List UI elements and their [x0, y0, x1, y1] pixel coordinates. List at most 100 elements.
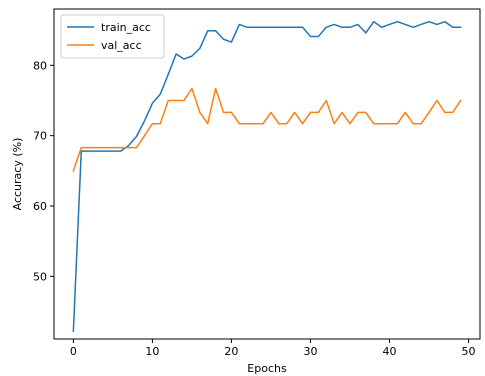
y-axis-label: Accuracy (%) [11, 138, 24, 211]
data-point-train-acc [112, 150, 114, 152]
data-point-train-acc [428, 21, 430, 23]
data-point-train-acc [144, 120, 146, 122]
data-point-train-acc [325, 26, 327, 28]
data-point-val-acc [349, 123, 351, 125]
data-point-train-acc [341, 26, 343, 28]
series-line-train-acc [72, 20, 462, 333]
data-point-train-acc [239, 24, 241, 26]
data-point-val-acc [428, 112, 430, 114]
legend-box [60, 14, 165, 59]
data-point-train-acc [270, 26, 272, 28]
data-point-val-acc [460, 100, 462, 102]
data-point-val-acc [278, 123, 280, 125]
data-point-val-acc [302, 123, 304, 125]
data-point-train-acc [365, 32, 367, 34]
data-point-train-acc [262, 26, 264, 28]
data-point-val-acc [136, 147, 138, 149]
data-point-train-acc [405, 24, 407, 26]
data-point-train-acc [389, 24, 391, 26]
data-point-train-acc [318, 36, 320, 38]
data-point-val-acc [318, 112, 320, 114]
data-point-val-acc [341, 112, 343, 114]
data-point-train-acc [333, 24, 335, 26]
data-point-train-acc [73, 330, 75, 332]
data-point-train-acc [444, 21, 446, 23]
data-point-train-acc [310, 36, 312, 38]
data-point-val-acc [365, 112, 367, 114]
y-tick-label: 60 [33, 200, 47, 213]
y-tick-label: 50 [33, 270, 47, 283]
data-point-train-acc [278, 26, 280, 28]
data-point-val-acc [412, 123, 414, 125]
x-tick-label: 0 [70, 345, 77, 358]
data-point-val-acc [207, 123, 209, 125]
data-point-val-acc [96, 147, 98, 149]
y-axis: 50 60 70 80 [33, 59, 54, 283]
data-point-val-acc [112, 147, 114, 149]
data-point-val-acc [444, 112, 446, 114]
data-point-train-acc [215, 30, 217, 32]
data-point-val-acc [199, 112, 201, 114]
data-point-train-acc [96, 150, 98, 152]
data-point-val-acc [381, 123, 383, 125]
data-point-train-acc [120, 150, 122, 152]
data-point-val-acc [160, 123, 162, 125]
data-point-val-acc [333, 123, 335, 125]
data-point-val-acc [452, 112, 454, 114]
data-point-val-acc [175, 100, 177, 102]
x-tick-label: 30 [303, 345, 317, 358]
data-point-train-acc [207, 30, 209, 32]
plot-frame [53, 8, 481, 340]
data-point-val-acc [73, 170, 75, 172]
data-point-val-acc [120, 147, 122, 149]
data-point-train-acc [254, 26, 256, 28]
data-point-val-acc [128, 147, 130, 149]
data-point-val-acc [357, 112, 359, 114]
data-point-val-acc [389, 123, 391, 125]
data-point-val-acc [246, 123, 248, 125]
data-point-train-acc [349, 26, 351, 28]
data-point-val-acc [152, 123, 154, 125]
legend: train_acc val_acc [60, 14, 165, 59]
series-layer [72, 20, 462, 333]
data-point-train-acc [191, 55, 193, 57]
data-point-train-acc [412, 26, 414, 28]
data-point-train-acc [160, 93, 162, 95]
data-point-val-acc [405, 112, 407, 114]
data-point-train-acc [373, 21, 375, 23]
data-point-train-acc [460, 26, 462, 28]
x-tick-label: 50 [462, 345, 476, 358]
data-point-val-acc [88, 147, 90, 149]
x-tick-label: 40 [383, 345, 397, 358]
data-point-train-acc [128, 145, 130, 147]
data-point-val-acc [80, 147, 82, 149]
x-tick-label: 20 [224, 345, 238, 358]
data-point-train-acc [88, 150, 90, 152]
data-point-val-acc [397, 123, 399, 125]
data-point-val-acc [294, 112, 296, 114]
data-point-train-acc [294, 26, 296, 28]
legend-label-train-acc: train_acc [101, 21, 151, 34]
data-point-train-acc [175, 53, 177, 55]
data-point-val-acc [167, 100, 169, 102]
x-tick-label: 10 [145, 345, 159, 358]
data-point-train-acc [286, 26, 288, 28]
data-point-train-acc [167, 74, 169, 76]
data-point-train-acc [199, 48, 201, 50]
data-point-val-acc [254, 123, 256, 125]
data-point-val-acc [325, 100, 327, 102]
data-point-val-acc [286, 123, 288, 125]
data-point-train-acc [136, 136, 138, 138]
y-tick-label: 80 [33, 59, 47, 72]
y-tick-label: 70 [33, 130, 47, 143]
data-point-train-acc [231, 41, 233, 43]
data-point-train-acc [436, 24, 438, 26]
data-point-val-acc [231, 112, 233, 114]
data-point-val-acc [262, 123, 264, 125]
data-point-val-acc [104, 147, 106, 149]
data-point-val-acc [183, 100, 185, 102]
series-line-val-acc [72, 87, 462, 172]
data-point-val-acc [223, 112, 225, 114]
data-point-val-acc [436, 100, 438, 102]
